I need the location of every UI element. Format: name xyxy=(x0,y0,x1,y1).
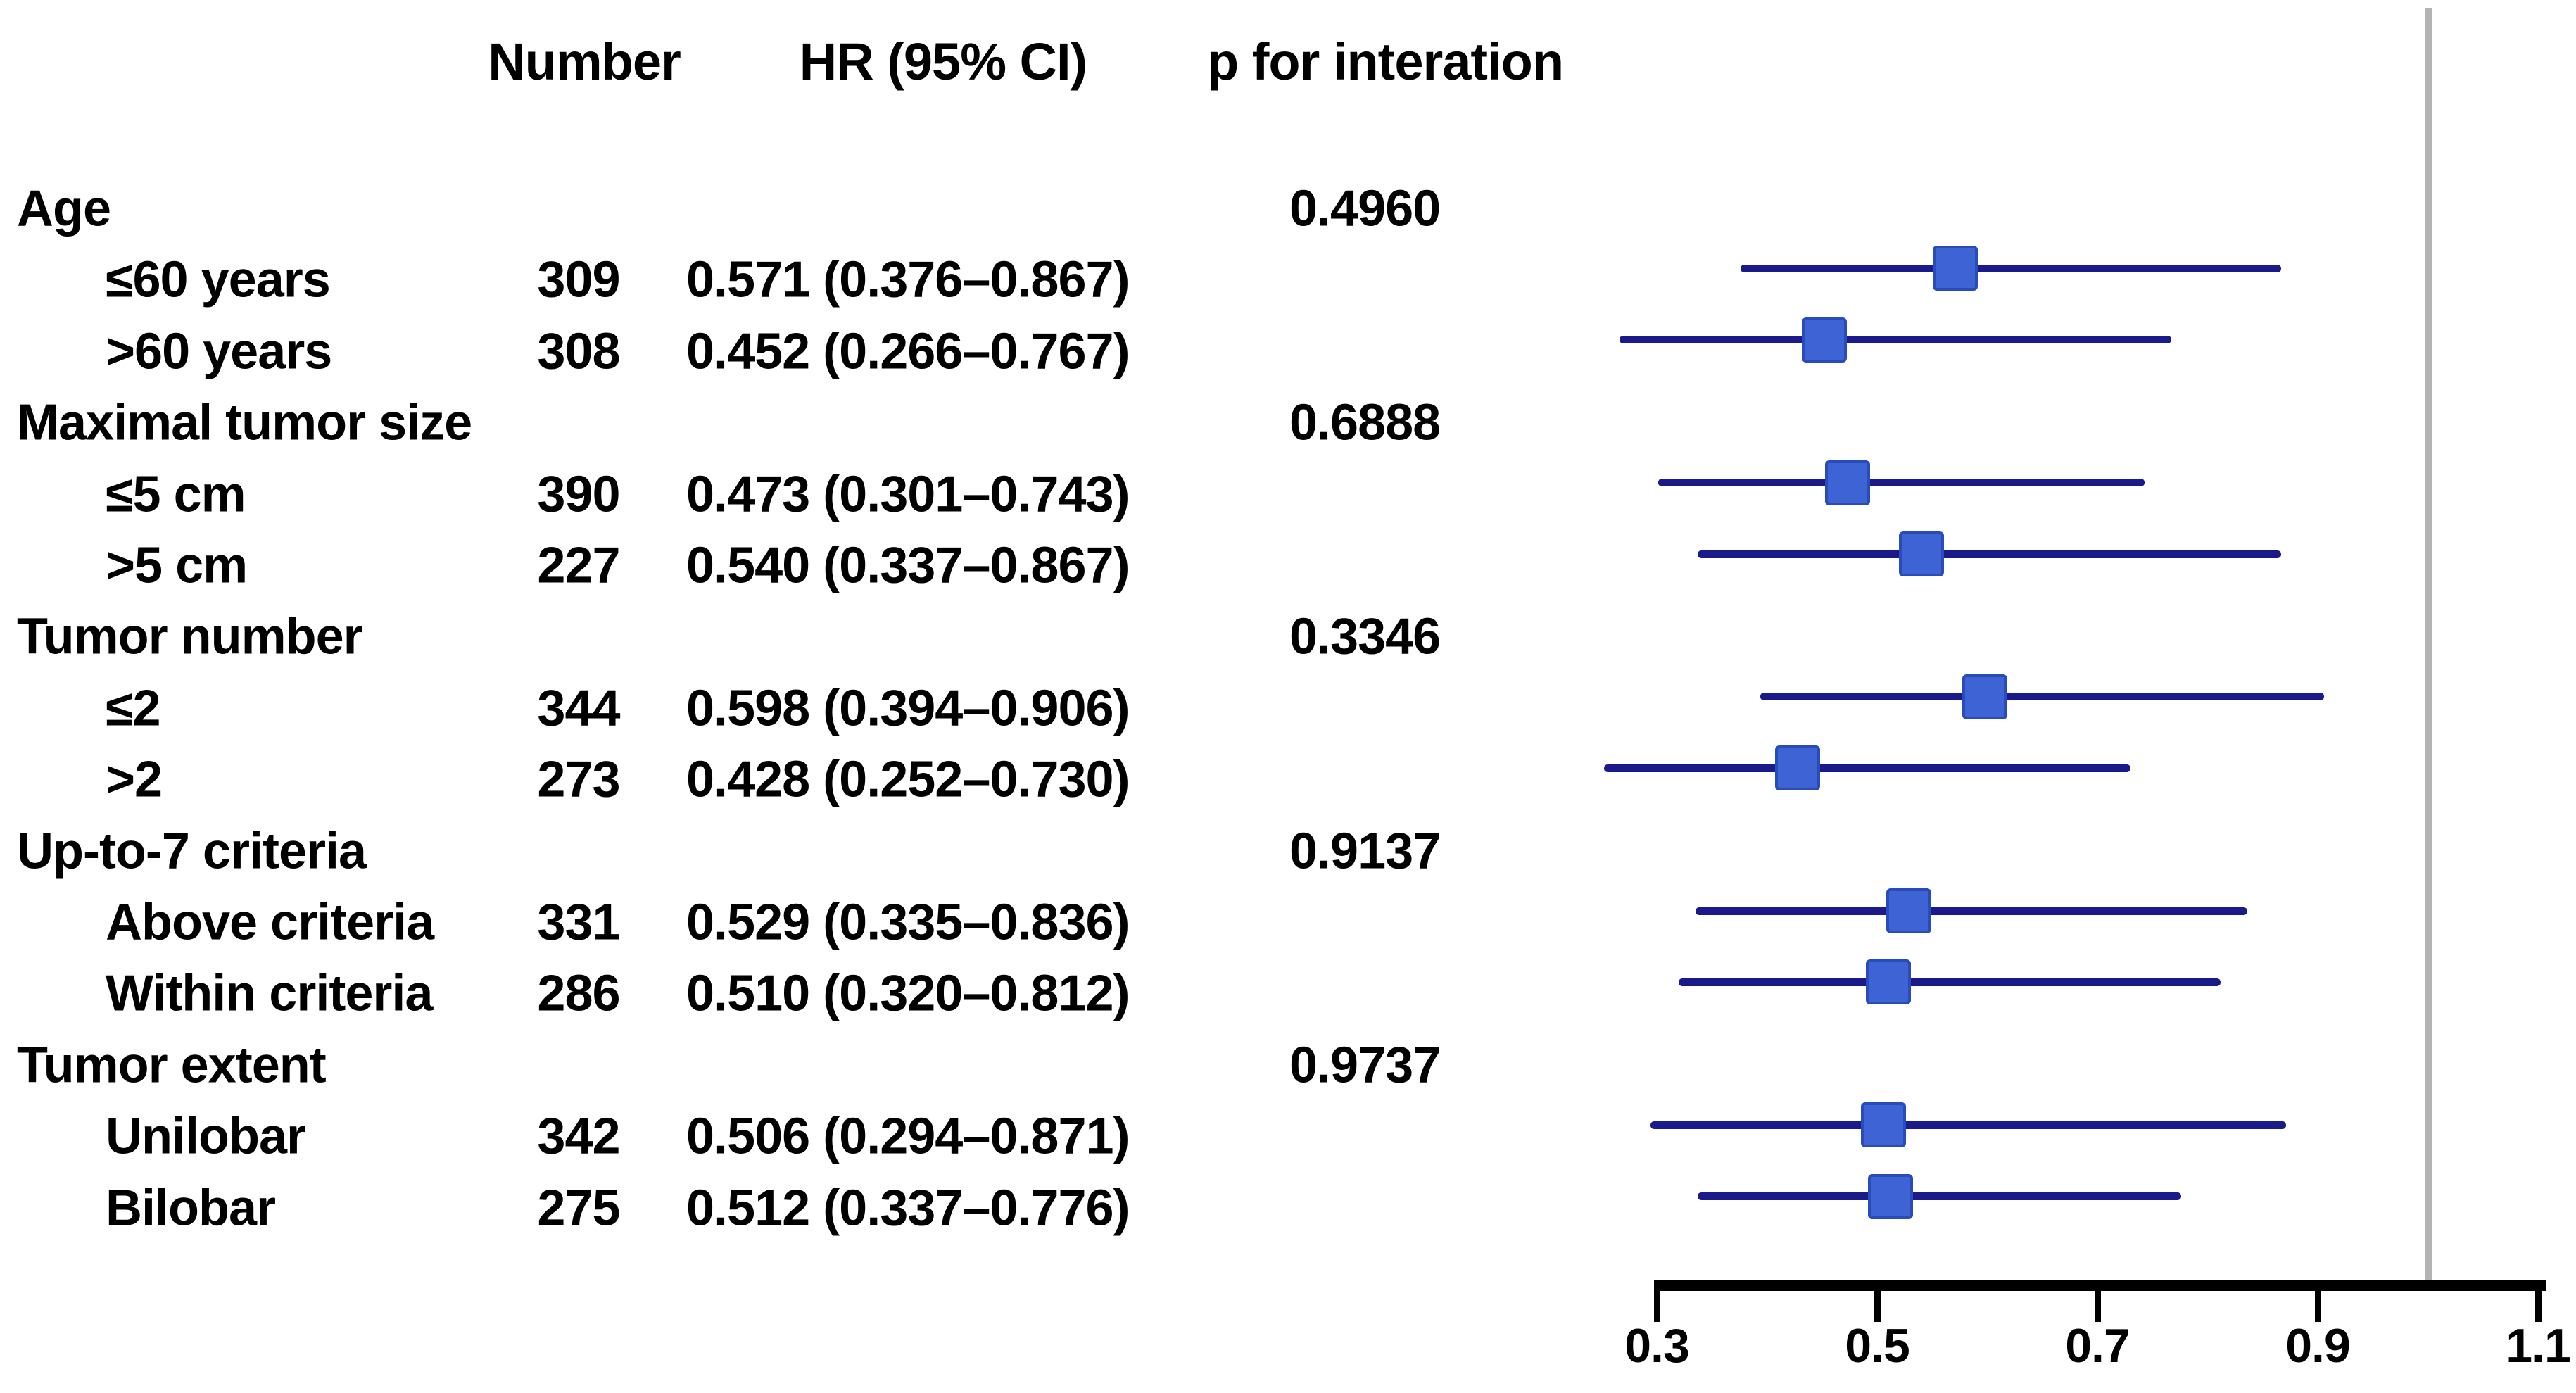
subgroup-label: Bilobar xyxy=(106,1179,276,1236)
hr-marker xyxy=(1865,959,1911,1005)
x-axis-tick-label: 0.3 xyxy=(1624,1319,1690,1373)
group-label: Tumor number xyxy=(17,608,363,665)
number-value: 344 xyxy=(537,680,620,737)
subgroup-label: >2 xyxy=(106,751,163,808)
hr-ci-value: 0.512 (0.337–0.776) xyxy=(686,1179,1130,1236)
p-for-interaction-value: 0.6888 xyxy=(1289,394,1441,451)
hr-marker xyxy=(1933,246,1978,291)
number-value: 227 xyxy=(537,537,620,594)
ci-line xyxy=(1697,1192,2181,1201)
x-axis-line xyxy=(1654,1280,2546,1291)
number-value: 331 xyxy=(537,894,620,951)
group-label: Tumor extent xyxy=(17,1037,327,1094)
column-header-number: Number xyxy=(488,32,681,91)
hr-ci-value: 0.571 (0.376–0.867) xyxy=(686,251,1130,308)
column-header-hr-ci: HR (95% CI) xyxy=(799,32,1087,91)
hr-marker xyxy=(1824,460,1870,505)
x-axis-tick-label: 0.5 xyxy=(1845,1319,1910,1373)
subgroup-label: ≤2 xyxy=(106,680,161,737)
subgroup-label: >60 years xyxy=(106,323,332,380)
x-axis-tick xyxy=(2534,1291,2542,1322)
p-for-interaction-value: 0.9137 xyxy=(1289,822,1441,879)
hr-marker xyxy=(1775,745,1821,791)
ci-line xyxy=(1697,550,2282,558)
ci-line xyxy=(1650,1121,2286,1129)
x-axis-tick-label: 0.7 xyxy=(2065,1319,2130,1373)
hr-ci-value: 0.598 (0.394–0.906) xyxy=(686,680,1130,737)
column-header-p-for-interaction: p for interation xyxy=(1206,32,1564,91)
subgroup-label: ≤60 years xyxy=(106,251,331,308)
ci-line xyxy=(1740,264,2282,272)
subgroup-label: Above criteria xyxy=(106,894,434,951)
x-axis-tick xyxy=(2314,1291,2321,1322)
ci-line xyxy=(1603,764,2130,772)
ci-line xyxy=(1679,978,2221,986)
x-axis-tick xyxy=(1874,1291,1881,1322)
subgroup-label: Unilobar xyxy=(106,1108,306,1165)
number-value: 273 xyxy=(537,751,620,808)
ci-line xyxy=(1760,693,2325,701)
subgroup-label: Within criteria xyxy=(106,965,433,1022)
p-for-interaction-value: 0.9737 xyxy=(1289,1037,1441,1094)
hr-marker xyxy=(1867,1173,1913,1219)
hr-ci-value: 0.452 (0.266–0.767) xyxy=(686,323,1130,380)
hr-marker xyxy=(1898,531,1944,576)
hr-ci-value: 0.529 (0.335–0.836) xyxy=(686,894,1130,951)
ci-line xyxy=(1619,336,2171,344)
group-label: Maximal tumor size xyxy=(17,394,472,451)
p-for-interaction-value: 0.4960 xyxy=(1289,180,1441,237)
number-value: 275 xyxy=(537,1179,620,1236)
reference-line xyxy=(2424,8,2432,1280)
hr-ci-value: 0.510 (0.320–0.812) xyxy=(686,965,1130,1022)
hr-marker xyxy=(1886,888,1932,933)
hr-ci-value: 0.428 (0.252–0.730) xyxy=(686,751,1130,808)
hr-ci-value: 0.506 (0.294–0.871) xyxy=(686,1108,1130,1165)
x-axis-tick-label: 0.9 xyxy=(2285,1319,2351,1373)
x-axis-tick-label: 1.1 xyxy=(2506,1319,2571,1373)
subgroup-label: ≤5 cm xyxy=(106,465,246,522)
hr-ci-value: 0.473 (0.301–0.743) xyxy=(686,465,1130,522)
ci-line xyxy=(1658,479,2145,487)
hr-marker xyxy=(1861,1102,1907,1148)
number-value: 308 xyxy=(537,323,620,380)
hr-marker xyxy=(1962,674,2008,719)
p-for-interaction-value: 0.3346 xyxy=(1289,608,1441,665)
number-value: 309 xyxy=(537,251,620,308)
hr-ci-value: 0.540 (0.337–0.867) xyxy=(686,537,1130,594)
group-label: Age xyxy=(17,180,111,237)
hr-marker xyxy=(1801,317,1847,363)
x-axis-tick xyxy=(1653,1291,1660,1322)
x-axis-tick xyxy=(2094,1291,2101,1322)
subgroup-label: >5 cm xyxy=(106,537,248,594)
number-value: 286 xyxy=(537,965,620,1022)
number-value: 390 xyxy=(537,465,620,522)
number-value: 342 xyxy=(537,1108,620,1165)
ci-line xyxy=(1695,907,2247,915)
group-label: Up-to-7 criteria xyxy=(17,822,367,879)
